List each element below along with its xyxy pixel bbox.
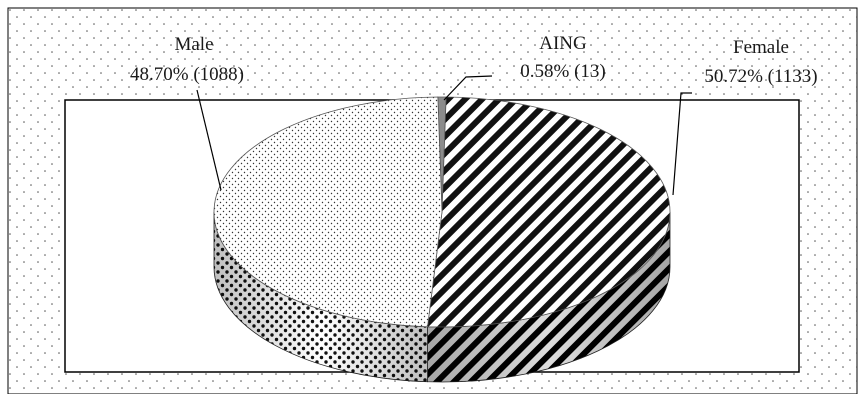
pie-group <box>213 96 671 383</box>
leader-line-female <box>672 92 692 196</box>
label-male-name: Male <box>174 34 213 55</box>
leader-line-aing <box>443 75 493 101</box>
label-aing-name: AING <box>539 33 587 54</box>
label-aing-value: 0.58% (13) <box>520 61 605 82</box>
label-female-name: Female <box>733 37 789 58</box>
pie-slice-female <box>427 96 671 328</box>
leader-lines <box>196 75 692 196</box>
leader-line-male <box>196 89 222 191</box>
pie-side-shade-male <box>214 212 428 382</box>
label-male-value: 48.70% (1088) <box>130 64 244 85</box>
pie-side-shade-female <box>427 212 670 382</box>
label-female-value: 50.72% (1133) <box>704 66 817 87</box>
pie-slice-male <box>213 96 443 328</box>
